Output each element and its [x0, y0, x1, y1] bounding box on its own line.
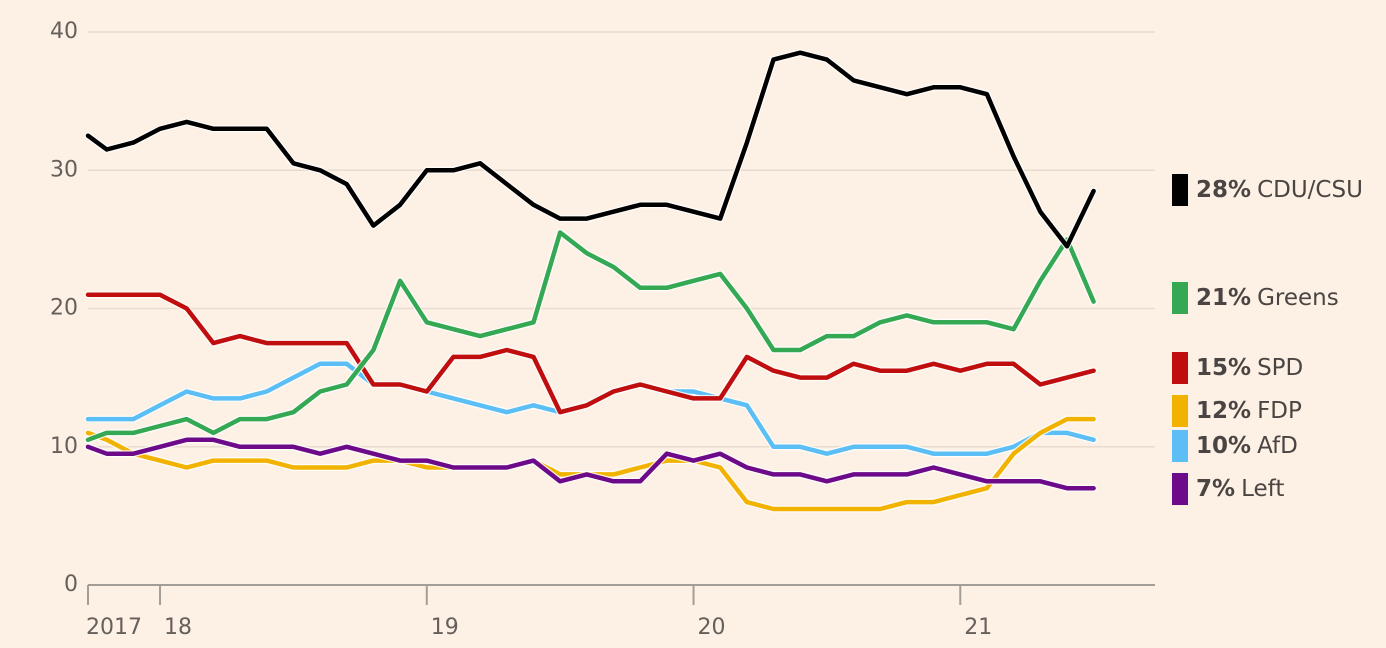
legend-label: 10% AfD [1196, 433, 1298, 459]
legend-value: 7% [1196, 476, 1235, 502]
line-halo [84, 291, 1098, 416]
legend-name: AfD [1257, 433, 1298, 459]
legend-label: 12% FDP [1196, 398, 1302, 424]
legend-swatch [1172, 352, 1188, 384]
legend-swatch [1172, 174, 1188, 206]
legend-name: Left [1241, 476, 1284, 502]
line-halo [84, 415, 1098, 513]
y-tick-label: 40 [50, 19, 78, 44]
series-line [85, 50, 1096, 249]
x-tick-label: 18 [164, 615, 192, 640]
x-tick-label: 21 [964, 615, 992, 640]
series-line [85, 230, 1096, 443]
legend-value: 10% [1196, 433, 1251, 459]
legend-name: CDU/CSU [1257, 177, 1363, 203]
legend-label: 28% CDU/CSU [1196, 177, 1363, 203]
y-tick-label: 20 [50, 296, 78, 321]
line-halo [84, 360, 1098, 458]
x-tick-label: 19 [431, 615, 459, 640]
legend-name: SPD [1257, 355, 1303, 381]
legend-label: 21% Greens [1196, 285, 1339, 311]
x-tick-label: 20 [698, 615, 726, 640]
legend-name: FDP [1257, 398, 1302, 424]
legend-swatch [1172, 430, 1188, 462]
series-line [85, 361, 1096, 456]
series-line [85, 437, 1096, 491]
legend-value: 28% [1196, 177, 1251, 203]
legend-label: 7% Left [1196, 476, 1284, 502]
y-tick-label: 10 [50, 434, 78, 459]
legend-swatch [1172, 395, 1188, 427]
legend-label: 15% SPD [1196, 355, 1303, 381]
legend-swatch [1172, 282, 1188, 314]
legend-name: Greens [1257, 285, 1339, 311]
series-line [85, 292, 1096, 415]
y-tick-label: 30 [50, 157, 78, 182]
legend-value: 15% [1196, 355, 1251, 381]
y-tick-label: 0 [64, 572, 78, 597]
legend-value: 12% [1196, 398, 1251, 424]
legend-value: 21% [1196, 285, 1251, 311]
x-tick-label: 2017 [86, 615, 142, 640]
legend-swatch [1172, 473, 1188, 505]
